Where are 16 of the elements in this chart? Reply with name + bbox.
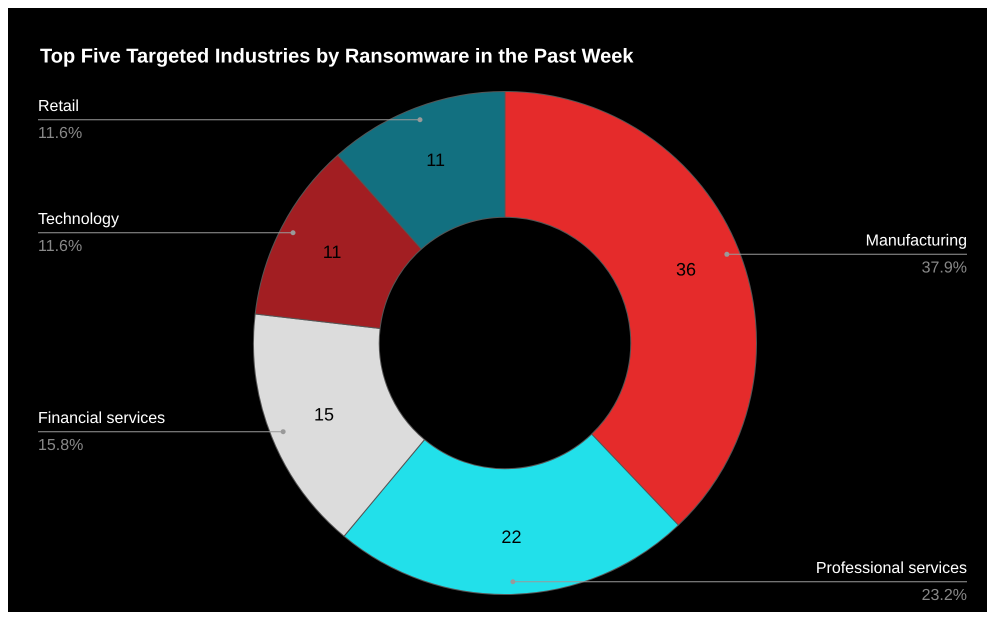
text: 23.2%: [922, 587, 967, 604]
chart-title: Top Five Targeted Industries by Ransomware in the Past Week: [40, 46, 634, 68]
data-label: 11: [426, 150, 445, 170]
slice-label: Financial services: [38, 410, 166, 428]
slice-label: Manufacturing: [866, 232, 967, 250]
data-label: 11: [322, 242, 342, 262]
slice-label: Professional services: [816, 560, 967, 578]
slice-label: Technology: [38, 211, 119, 228]
slice-label: Retail: [38, 98, 79, 116]
text: 11.6%: [38, 125, 82, 142]
text: 37.9%: [922, 260, 967, 277]
text: 15.8%: [38, 437, 84, 454]
data-label: 22: [501, 526, 522, 547]
text: 11.6%: [38, 238, 82, 256]
data-label: 15: [314, 404, 334, 424]
data-label: 36: [676, 260, 696, 280]
